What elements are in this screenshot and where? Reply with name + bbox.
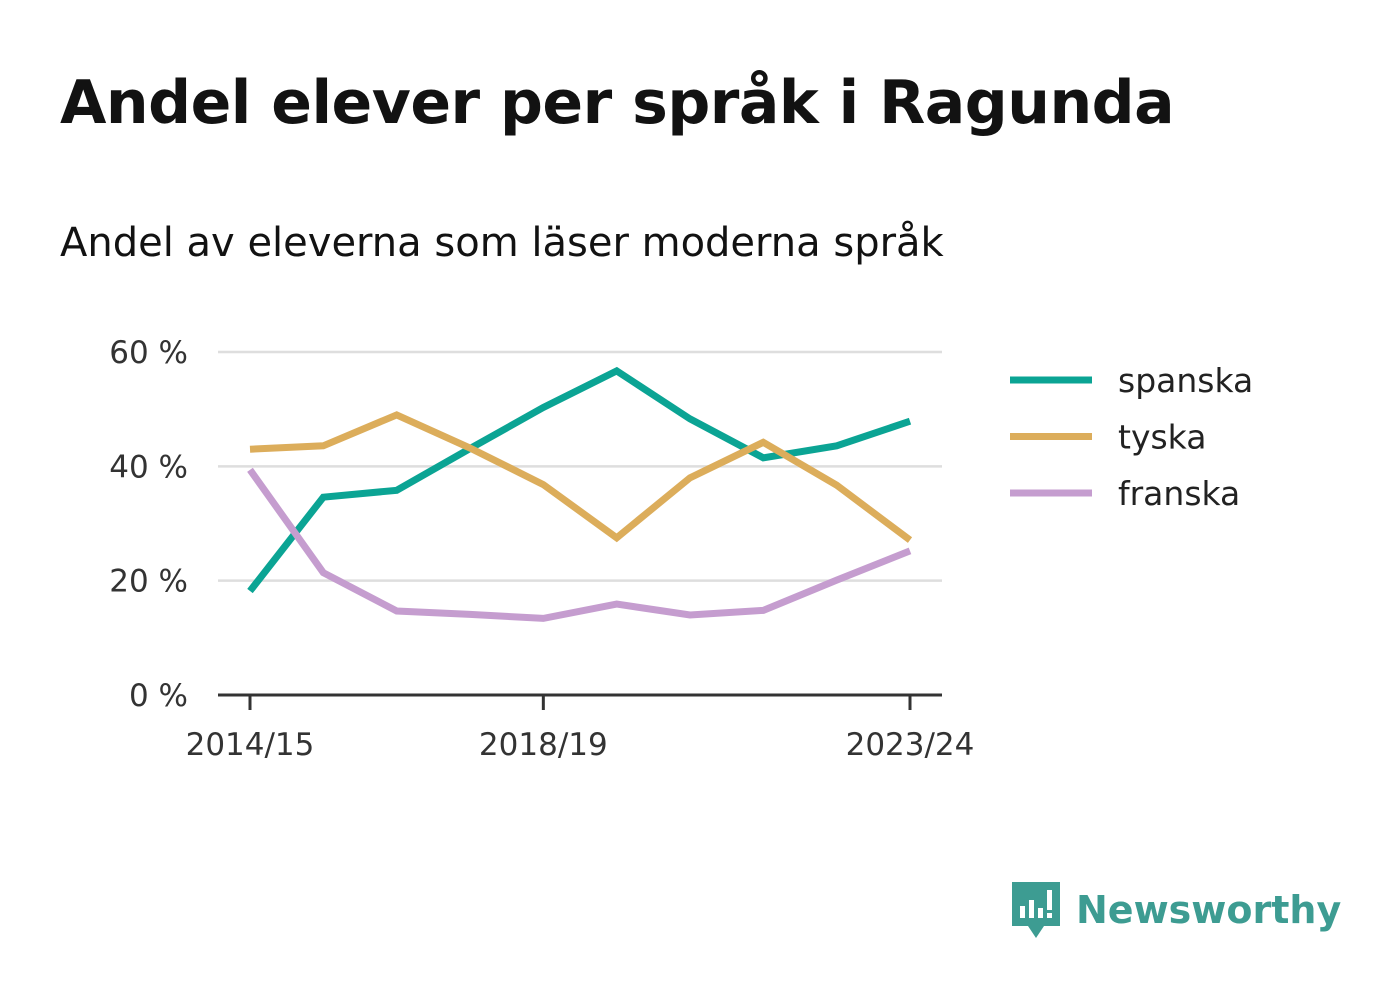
legend-label-franska: franska: [1118, 474, 1240, 513]
legend-label-spanska: spanska: [1118, 361, 1253, 400]
series-line-franska: [247, 467, 912, 622]
y-tick-label: 20 %: [109, 564, 188, 600]
x-tick-label: 2018/19: [479, 727, 608, 763]
series-lines: [247, 366, 913, 622]
legend-label-tyska: tyska: [1118, 418, 1206, 457]
newsworthy-logo-icon: [1012, 882, 1060, 938]
chart-title: Andel elever per språk i Ragunda: [60, 68, 1175, 138]
x-tick-label: 2014/15: [186, 727, 315, 763]
series-line-tyska: [249, 411, 913, 543]
series-line-spanska: [247, 366, 912, 594]
x-tick-label: 2023/24: [846, 727, 975, 763]
y-tick-label: 0 %: [129, 678, 188, 714]
y-tick-label: 40 %: [109, 449, 188, 485]
chart-subtitle: Andel av eleverna som läser moderna språ…: [60, 220, 944, 266]
axes: 0 % 20 % 40 % 60 % 2014/15 2018/19 2023/24: [109, 335, 974, 763]
y-tick-label: 60 %: [109, 335, 188, 371]
newsworthy-brand: Newsworthy: [1010, 878, 1341, 942]
legend: spanska tyska franska: [1010, 361, 1253, 513]
brand-name: Newsworthy: [1076, 888, 1342, 932]
